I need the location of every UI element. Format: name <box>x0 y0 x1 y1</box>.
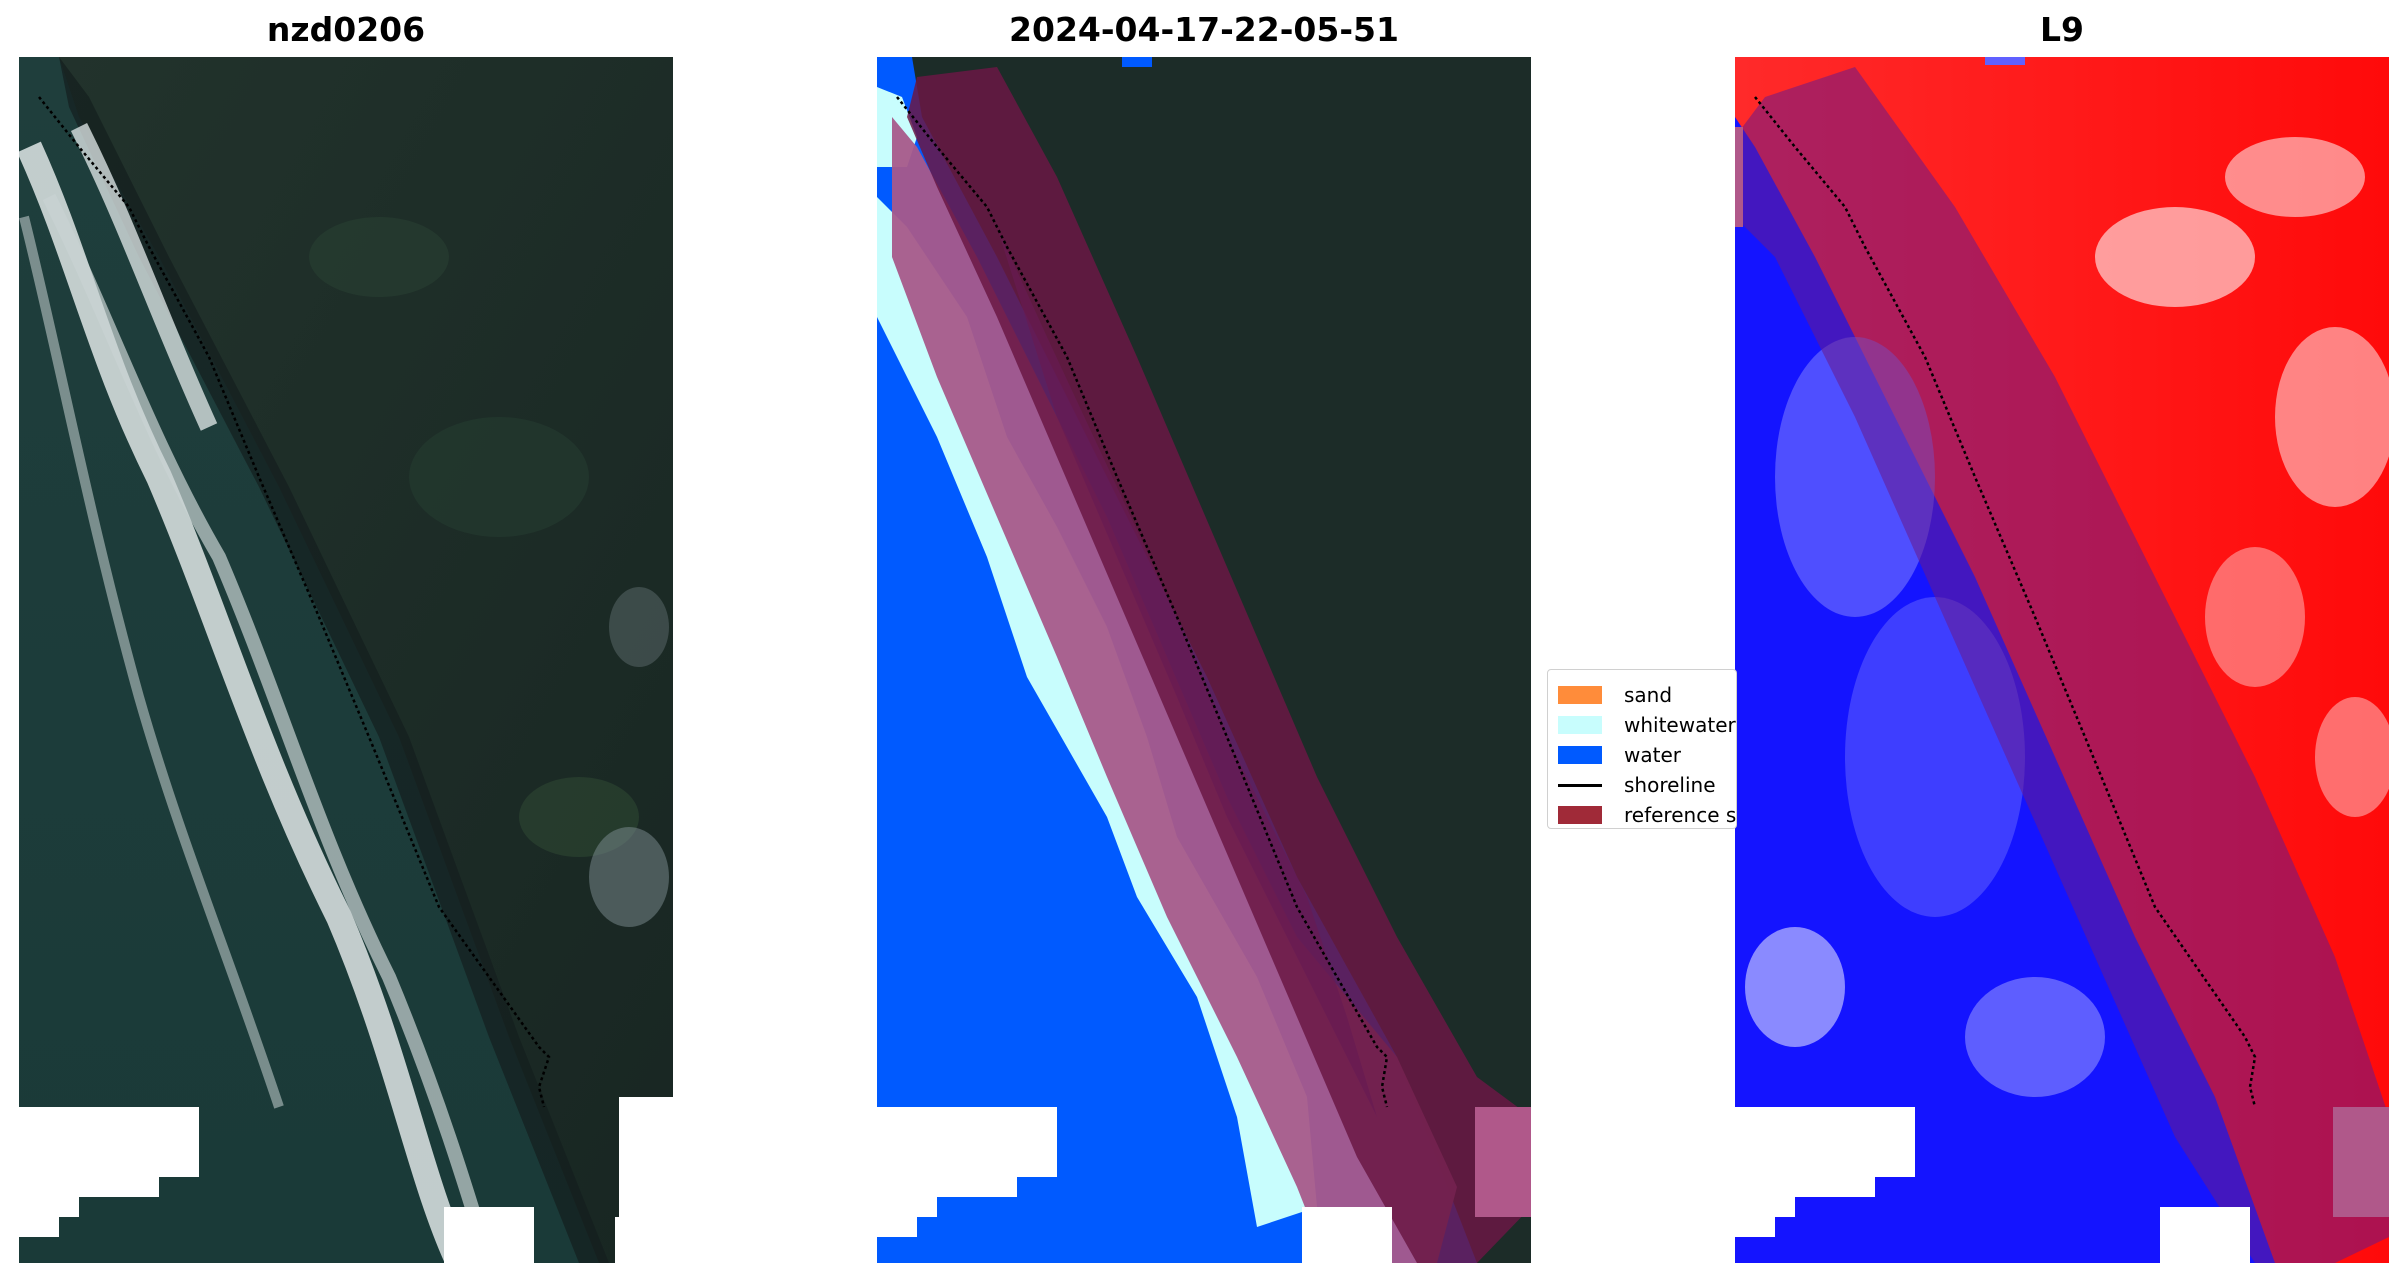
legend-label-water: water <box>1624 743 1681 767</box>
legend-label-reference-shoreline: reference shoreline buffer <box>1624 803 1737 827</box>
panel-title-classified: 2024-04-17-22-05-51 <box>1009 10 1399 49</box>
legend-label-sand: sand <box>1624 683 1673 707</box>
panel-title-index: L9 <box>2040 10 2084 49</box>
legend-item-reference-shoreline: reference shoreline buffer <box>1558 800 1737 828</box>
legend-line-shoreline <box>1558 783 1602 787</box>
legend: sand whitewater water shoreline referenc… <box>1547 669 1737 829</box>
classified-image-panel <box>877 57 1531 1263</box>
legend-item-shoreline: shoreline <box>1558 770 1716 800</box>
index-image <box>1735 57 2389 1263</box>
legend-item-sand: sand <box>1558 680 1672 710</box>
legend-swatch-whitewater <box>1558 716 1602 734</box>
legend-swatch-sand <box>1558 686 1602 704</box>
rgb-image <box>19 57 673 1263</box>
legend-item-whitewater: whitewater <box>1558 710 1736 740</box>
legend-item-water: water <box>1558 740 1681 770</box>
rgb-image-panel <box>19 57 673 1263</box>
panel-title-rgb: nzd0206 <box>266 10 426 49</box>
legend-label-shoreline: shoreline <box>1624 773 1716 797</box>
classified-image <box>877 57 1531 1263</box>
index-image-panel <box>1735 57 2389 1263</box>
legend-label-whitewater: whitewater <box>1624 713 1736 737</box>
legend-swatch-reference-shoreline <box>1558 806 1602 824</box>
legend-swatch-water <box>1558 746 1602 764</box>
